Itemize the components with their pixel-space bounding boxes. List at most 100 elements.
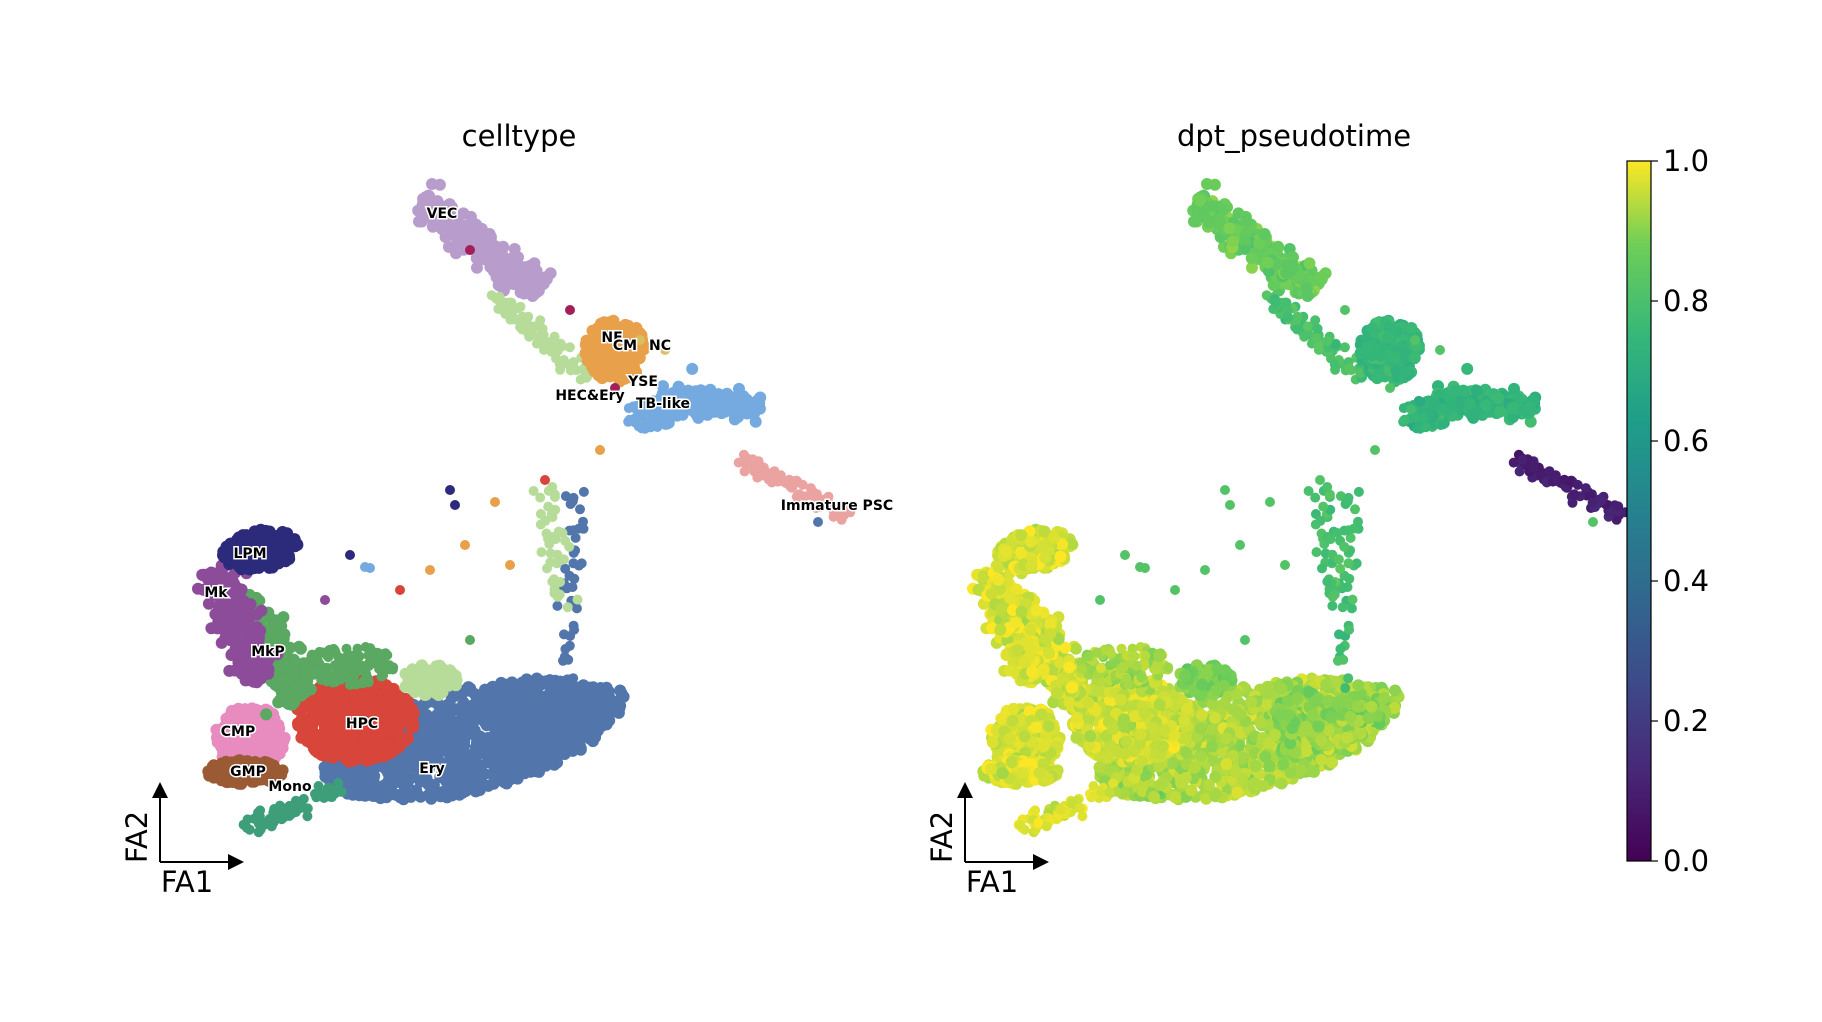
point-mono — [258, 817, 269, 828]
point-ery — [551, 756, 564, 769]
point-hec-ery — [421, 678, 433, 691]
pseudotime-point — [1194, 722, 1207, 735]
point-cmp — [211, 736, 224, 749]
cluster-label-cm: CM — [613, 338, 637, 354]
point-ery — [420, 750, 433, 763]
point-hec-ery — [536, 333, 547, 344]
cluster-label-mono: Mono — [268, 779, 312, 795]
point-tb-like — [731, 401, 744, 414]
point-hec-ery — [536, 547, 547, 558]
point-ery — [361, 785, 374, 797]
point-yse — [465, 245, 475, 255]
pseudotime-point — [1275, 682, 1288, 695]
point-tb-like — [365, 563, 375, 573]
point-ery — [565, 683, 576, 693]
point-ery — [455, 688, 468, 700]
pseudotime-point — [1148, 790, 1160, 803]
point-ery — [563, 654, 574, 665]
point-ne — [586, 342, 599, 355]
point-ne — [600, 349, 612, 362]
pseudotime-point — [1315, 753, 1328, 766]
point-ery — [509, 737, 522, 750]
point-immature-psc — [784, 474, 795, 485]
point-ery — [537, 720, 550, 733]
point-ne — [505, 560, 515, 570]
point-hpc — [405, 702, 418, 715]
point-mkp — [276, 687, 288, 700]
point-ery — [578, 486, 589, 497]
point-ery — [462, 751, 474, 764]
point-hpc — [343, 747, 356, 760]
point-tb-like — [733, 382, 745, 395]
point-gmp — [210, 763, 222, 776]
point-ery — [451, 749, 464, 762]
point-immature-psc — [742, 454, 753, 465]
point-ne — [425, 565, 435, 575]
pseudotime-point — [1206, 740, 1219, 753]
point-mkp — [346, 673, 357, 684]
cluster-label-ery: Ery — [419, 761, 445, 777]
point-hpc — [308, 739, 320, 752]
point-mk — [229, 592, 242, 605]
point-ery — [514, 746, 527, 759]
point-ery — [613, 702, 626, 714]
point-lpm — [345, 550, 355, 560]
point-immature-psc — [775, 473, 786, 484]
pseudotime-point — [1179, 772, 1192, 784]
point-mono — [333, 778, 344, 789]
point-ery — [531, 708, 544, 721]
point-cmp — [243, 730, 256, 743]
point-hec-ery — [547, 576, 558, 587]
point-ery — [568, 492, 579, 503]
point-ne — [630, 322, 643, 334]
point-ery — [516, 692, 529, 705]
point-hpc — [540, 475, 550, 485]
point-hpc — [360, 754, 373, 767]
point-hpc — [383, 723, 396, 736]
pseudotime-point — [1275, 777, 1288, 790]
point-hpc — [395, 585, 405, 595]
cluster-label-yse: YSE — [627, 374, 658, 390]
point-mkp — [294, 642, 307, 655]
point-ery — [547, 724, 560, 737]
point-hpc — [331, 722, 344, 735]
fa1-label: FA1 — [161, 865, 213, 899]
pseudotime-point — [1284, 766, 1297, 779]
point-ery — [575, 504, 585, 515]
point-ery — [484, 750, 497, 763]
pseudotime-point — [1195, 750, 1208, 763]
point-tb-like — [689, 397, 701, 410]
point-ery — [540, 734, 553, 747]
point-vec — [426, 178, 438, 190]
point-ery — [431, 698, 444, 710]
pseudotime-point — [1209, 712, 1221, 724]
point-mkp — [288, 696, 301, 709]
pseudotime-points — [967, 178, 1631, 838]
point-mkp — [378, 652, 389, 663]
cluster-label-lpm: LPM — [233, 546, 266, 562]
point-mono — [244, 824, 255, 835]
point-tb-like — [717, 392, 730, 405]
point-mono — [313, 781, 324, 791]
point-ery — [419, 722, 432, 735]
point-cmp — [228, 732, 241, 745]
point-mkp — [375, 664, 386, 675]
pseudotime-point — [1229, 765, 1242, 778]
point-hec-ery — [508, 312, 519, 323]
point-gmp — [230, 756, 243, 769]
point-ery — [525, 720, 538, 733]
point-ery — [559, 629, 569, 640]
point-mono — [292, 798, 303, 809]
point-ery — [392, 757, 405, 770]
point-hpc — [295, 731, 308, 744]
point-ery — [405, 746, 417, 759]
point-ery — [590, 700, 603, 713]
point-hec-ery — [552, 591, 563, 602]
point-ery — [318, 761, 331, 774]
cluster-label-hec-ery: HEC&Ery — [555, 388, 624, 404]
cluster-label-hpc: HPC — [346, 716, 378, 732]
point-ery — [547, 694, 560, 707]
point-vec — [465, 214, 478, 227]
point-vec — [486, 256, 499, 269]
cluster-label-nc: NC — [649, 338, 671, 354]
